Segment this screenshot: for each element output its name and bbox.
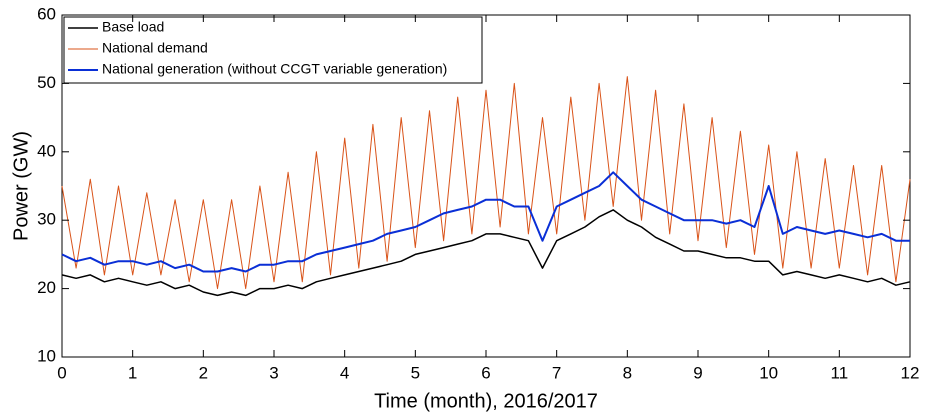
legend-label: Base load bbox=[102, 19, 164, 35]
y-tick-label: 50 bbox=[37, 73, 56, 92]
y-axis-label: Power (GW) bbox=[10, 131, 32, 241]
legend-label: National generation (without CCGT variab… bbox=[102, 61, 447, 77]
x-tick-label: 0 bbox=[57, 363, 66, 382]
y-tick-label: 60 bbox=[37, 4, 56, 23]
x-tick-label: 6 bbox=[481, 363, 490, 382]
series-line bbox=[61, 76, 911, 290]
x-tick-label: 2 bbox=[199, 363, 208, 382]
x-tick-label: 10 bbox=[759, 363, 778, 382]
x-tick-label: 9 bbox=[693, 363, 702, 382]
x-tick-label: 8 bbox=[623, 363, 632, 382]
legend: Base load National demand National generat… bbox=[63, 16, 483, 84]
legend-box bbox=[63, 16, 483, 84]
y-tick-label: 30 bbox=[37, 210, 56, 229]
y-tick-label: 20 bbox=[37, 278, 56, 297]
series-line bbox=[61, 209, 911, 297]
x-axis-label: Time (month), 2016/2017 bbox=[374, 390, 598, 412]
x-tick-label: 1 bbox=[128, 363, 137, 382]
x-tick-label: 4 bbox=[340, 363, 349, 382]
x-tick-label: 7 bbox=[552, 363, 561, 382]
x-tick-label: 11 bbox=[831, 363, 849, 382]
y-tick-label: 10 bbox=[37, 346, 56, 365]
x-tick-label: 3 bbox=[269, 363, 278, 382]
plot-area bbox=[61, 76, 911, 297]
legend-label: National demand bbox=[102, 40, 208, 56]
x-tick-label: 5 bbox=[411, 363, 420, 382]
x-tick-label: 12 bbox=[901, 363, 920, 382]
y-tick-label: 40 bbox=[37, 141, 56, 160]
series-line bbox=[61, 171, 910, 273]
